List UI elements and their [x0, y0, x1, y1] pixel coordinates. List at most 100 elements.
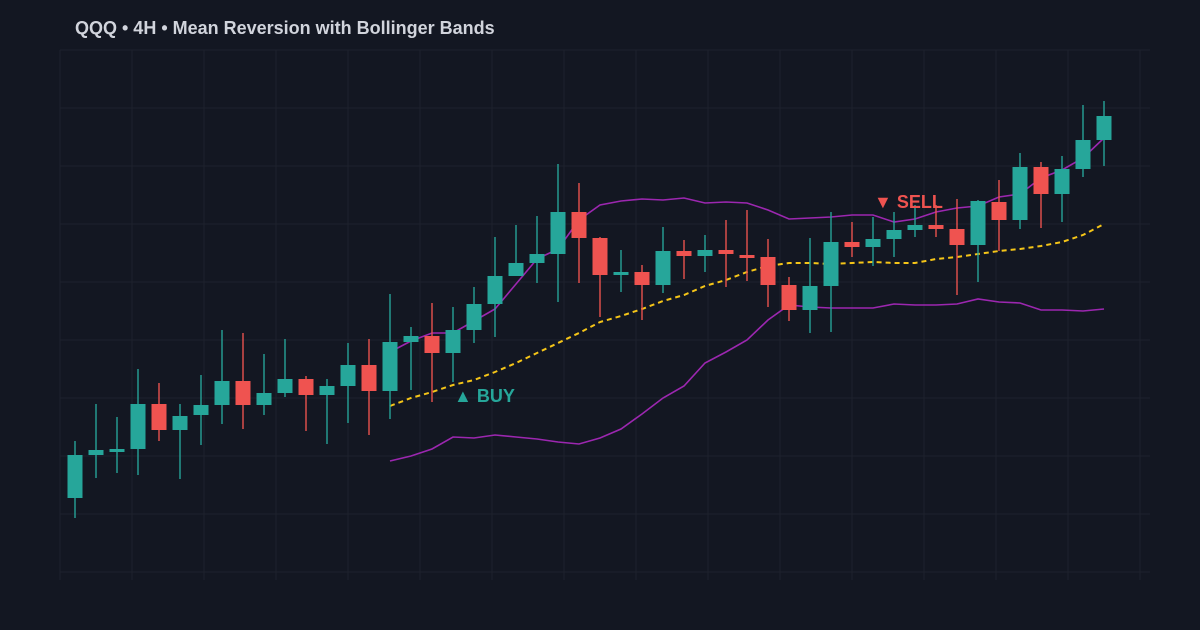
candle [298, 376, 314, 431]
candle [529, 216, 545, 283]
candle-body [193, 405, 209, 415]
candle [655, 227, 671, 293]
candle-body [802, 286, 818, 310]
candle [88, 404, 104, 478]
lower-band-line [389, 298, 1105, 462]
candle [508, 225, 524, 276]
candle [487, 237, 503, 337]
candle [970, 200, 986, 282]
candle-body [487, 276, 503, 304]
candle [865, 217, 881, 266]
candle-body [760, 257, 776, 285]
candle [634, 265, 650, 320]
candle-body [256, 393, 272, 405]
candle-body [571, 212, 587, 238]
candle [571, 183, 587, 283]
candle [214, 330, 230, 424]
candle [424, 303, 440, 402]
candle-body [130, 404, 146, 449]
candle-body [67, 455, 83, 498]
candle-body [298, 379, 314, 395]
candle [130, 369, 146, 475]
candle-body [1075, 140, 1091, 169]
candle-body [739, 255, 755, 258]
candle [1012, 153, 1028, 229]
candle [1096, 101, 1112, 166]
candle [277, 339, 293, 397]
candle-body [697, 250, 713, 256]
candle-body [1012, 167, 1028, 220]
candle [256, 354, 272, 415]
candle-body [676, 251, 692, 256]
candle [739, 210, 755, 281]
candle [550, 164, 566, 302]
candle-body [424, 336, 440, 353]
candle [592, 237, 608, 317]
candle [403, 327, 419, 390]
candle [172, 404, 188, 479]
candle-body [382, 342, 398, 391]
candle [340, 343, 356, 423]
candle-body [634, 272, 650, 285]
candle [760, 239, 776, 307]
candle-body [172, 416, 188, 430]
candle-body [823, 242, 839, 286]
candles [67, 101, 1112, 518]
candle-body [319, 386, 335, 395]
candle [823, 212, 839, 332]
candle [1033, 162, 1049, 228]
candle-body [1096, 116, 1112, 140]
candle-body [277, 379, 293, 393]
candle-body [235, 381, 251, 405]
candle-body [445, 330, 461, 353]
candle [466, 287, 482, 343]
candle-body [949, 229, 965, 245]
candle [928, 205, 944, 237]
candle-body [718, 250, 734, 254]
candle-body [403, 336, 419, 342]
candle [676, 240, 692, 279]
buy-signal-label: ▲ BUY [454, 386, 515, 406]
candle-body [529, 254, 545, 263]
candle-body [865, 239, 881, 247]
candle [445, 307, 461, 382]
candle-body [109, 449, 125, 452]
candle [613, 250, 629, 292]
candle [151, 383, 167, 441]
candle [109, 417, 125, 473]
candle-body [592, 238, 608, 275]
candle-body [970, 201, 986, 245]
candle [382, 294, 398, 419]
candle [718, 220, 734, 287]
candle-body [214, 381, 230, 405]
candle-body [928, 225, 944, 229]
candle-body [907, 225, 923, 230]
candle [319, 379, 335, 444]
candle-body [991, 202, 1007, 220]
candle-body [508, 263, 524, 276]
sell-signal-label: ▼ SELL [874, 192, 943, 212]
candle [781, 277, 797, 321]
candle-body [88, 450, 104, 455]
candle [991, 180, 1007, 251]
candle-body [1033, 167, 1049, 194]
candle [886, 212, 902, 257]
candle [193, 375, 209, 445]
candle [844, 222, 860, 257]
signal-annotations: ▲ BUY ▼ SELL [454, 192, 943, 406]
candle [67, 441, 83, 518]
candle [907, 205, 923, 237]
candle-body [340, 365, 356, 386]
candle [802, 238, 818, 333]
candle-body [1054, 169, 1070, 194]
chart-title: QQQ • 4H • Mean Reversion with Bollinger… [75, 18, 495, 38]
chart-grid [59, 49, 1150, 580]
candle-body [151, 404, 167, 430]
candle-body [781, 285, 797, 310]
candle-body [886, 230, 902, 239]
candle-body [844, 242, 860, 247]
candle-body [655, 251, 671, 285]
candle-body [613, 272, 629, 275]
candle-body [361, 365, 377, 391]
